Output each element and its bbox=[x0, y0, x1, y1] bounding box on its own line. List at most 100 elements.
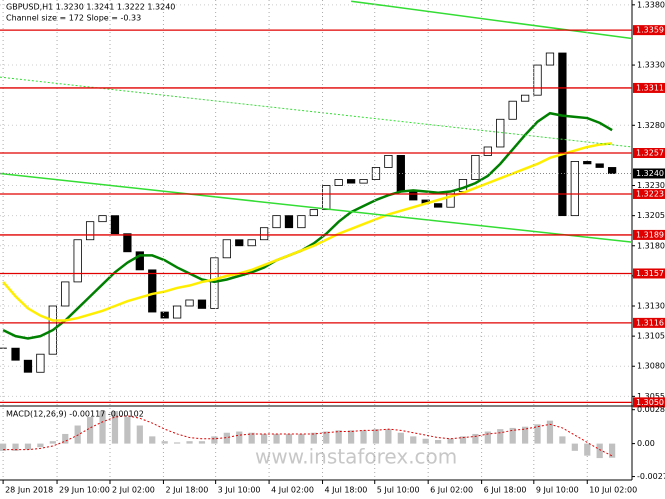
candle bbox=[36, 353, 45, 373]
x-tick-label: 10 Jul 02:00 bbox=[589, 486, 637, 495]
x-tick-label: 5 Jul 10:00 bbox=[377, 486, 420, 495]
histogram-bar bbox=[211, 436, 218, 444]
plot bbox=[0, 411, 616, 459]
histogram-bar bbox=[348, 430, 355, 444]
channel-line bbox=[0, 76, 632, 148]
histogram-bar bbox=[261, 433, 268, 444]
y-tick-label: 1.3205 bbox=[637, 211, 665, 220]
histogram-bar bbox=[596, 443, 603, 459]
histogram-bar bbox=[323, 431, 330, 444]
candle bbox=[322, 185, 331, 211]
current-price-label: 1.3240 bbox=[636, 169, 664, 178]
level-label: 1.3116 bbox=[636, 318, 664, 327]
x-tick-label: 29 Jun 10:00 bbox=[59, 486, 110, 495]
pane bbox=[0, 0, 632, 397]
histogram-bar bbox=[223, 432, 230, 444]
candle bbox=[123, 233, 132, 253]
histogram-bar bbox=[410, 436, 417, 444]
y-tick-label: 1.3105 bbox=[637, 332, 665, 341]
plot bbox=[0, 0, 632, 397]
histogram-bar bbox=[522, 426, 529, 444]
histogram-bar bbox=[124, 417, 131, 444]
x-tick-label: 9 Jul 10:00 bbox=[536, 486, 579, 495]
chart-title: GBPUSD,H1 1.3230 1.3241 1.3222 1.3240 bbox=[6, 3, 175, 12]
histogram-bar bbox=[248, 432, 255, 444]
candle bbox=[185, 299, 194, 307]
candle bbox=[284, 215, 294, 229]
candle bbox=[148, 269, 157, 313]
candle bbox=[61, 281, 70, 307]
histogram-bar bbox=[459, 436, 467, 444]
histogram-bar bbox=[49, 441, 56, 444]
x-tick-label: 4 Jul 02:00 bbox=[271, 486, 314, 495]
pane-title: MACD(12,26,9) -0.00117 -0.00102 bbox=[6, 410, 144, 419]
histogram-bar bbox=[472, 433, 479, 444]
candle bbox=[409, 191, 418, 201]
histogram-bar bbox=[335, 430, 342, 444]
histogram-bar bbox=[497, 429, 504, 444]
y-tick-label: 0.00 bbox=[637, 439, 655, 448]
histogram-bar bbox=[273, 433, 280, 444]
candle bbox=[471, 155, 480, 180]
histogram-bar bbox=[37, 443, 44, 448]
y-tick-label: 1.3230 bbox=[637, 181, 665, 190]
histogram-bar bbox=[435, 439, 442, 444]
histogram-bar bbox=[584, 443, 591, 456]
level-label: 1.3257 bbox=[636, 149, 664, 158]
y-tick-label: 1.3130 bbox=[637, 302, 665, 311]
candle bbox=[172, 305, 182, 319]
histogram-bar bbox=[609, 443, 616, 458]
histogram-bar bbox=[484, 431, 491, 444]
histogram-bar bbox=[509, 427, 516, 444]
signal-line bbox=[3, 415, 613, 457]
candle bbox=[98, 215, 107, 223]
x-tick-label: 3 Jul 10:00 bbox=[218, 486, 261, 495]
histogram-bar bbox=[360, 430, 367, 444]
candle bbox=[607, 167, 617, 174]
moving-average bbox=[2, 142, 613, 322]
candle bbox=[160, 311, 169, 319]
histogram-bar bbox=[285, 433, 293, 444]
candle bbox=[359, 179, 368, 184]
histogram-bar bbox=[161, 441, 168, 444]
y-tick-label: 1.3080 bbox=[637, 362, 665, 371]
histogram-bar bbox=[372, 429, 380, 444]
histogram-bar bbox=[111, 411, 119, 444]
level-label: 1.3223 bbox=[636, 189, 664, 198]
level-label: 1.3157 bbox=[636, 269, 664, 278]
y-tick-label: 1.3380 bbox=[637, 0, 665, 9]
histogram-bar bbox=[310, 432, 317, 444]
histogram-bar bbox=[236, 431, 243, 444]
candle bbox=[235, 239, 244, 247]
histogram-bar bbox=[571, 443, 578, 451]
candle bbox=[334, 179, 343, 186]
channel-line bbox=[351, 0, 632, 40]
x-tick-label: 2 Jul 02:00 bbox=[112, 486, 155, 495]
candle bbox=[11, 347, 20, 361]
histogram-bar bbox=[74, 425, 81, 444]
channel-line bbox=[0, 172, 632, 243]
candle bbox=[520, 94, 530, 102]
histogram-bar bbox=[149, 436, 156, 444]
candle bbox=[595, 163, 604, 168]
candle bbox=[272, 215, 281, 229]
x-tick-label: 6 Jul 02:00 bbox=[430, 486, 473, 495]
histogram-bar bbox=[186, 441, 193, 444]
pane bbox=[0, 411, 616, 459]
y-tick-label: 0.00281 bbox=[637, 405, 665, 414]
level-tag bbox=[633, 148, 665, 159]
level-tag bbox=[633, 317, 665, 328]
histogram-bar bbox=[62, 433, 69, 444]
candle bbox=[346, 179, 356, 184]
level-label: 1.3189 bbox=[636, 230, 664, 239]
histogram-bar bbox=[385, 429, 392, 444]
histogram-bar bbox=[534, 424, 541, 444]
y-tick-label: 1.3330 bbox=[637, 61, 665, 70]
x-tick-label: 28 Jun 2018 bbox=[5, 486, 53, 495]
histogram-bar bbox=[298, 433, 305, 444]
candle bbox=[259, 227, 269, 241]
histogram-bar bbox=[87, 417, 94, 444]
level-tag bbox=[633, 268, 665, 279]
